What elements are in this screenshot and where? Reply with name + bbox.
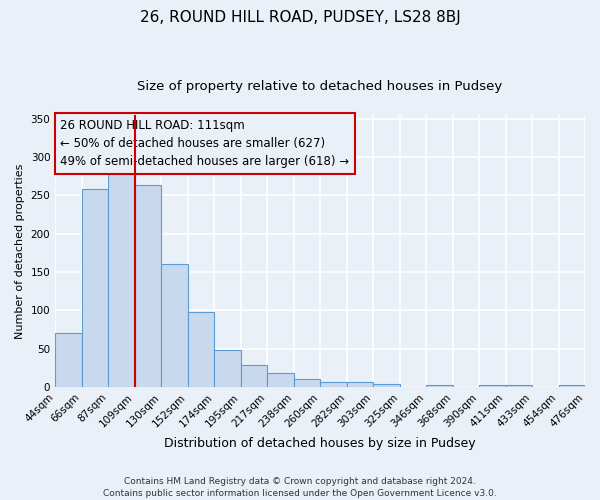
Text: 26, ROUND HILL ROAD, PUDSEY, LS28 8BJ: 26, ROUND HILL ROAD, PUDSEY, LS28 8BJ [140, 10, 460, 25]
Bar [426, 384, 452, 387]
Text: 26 ROUND HILL ROAD: 111sqm
← 50% of detached houses are smaller (627)
49% of sem: 26 ROUND HILL ROAD: 111sqm ← 50% of deta… [61, 119, 350, 168]
Bar [241, 366, 267, 387]
Bar [293, 380, 320, 387]
Bar [108, 162, 134, 387]
Bar [214, 350, 241, 387]
Bar [161, 264, 188, 387]
Bar [559, 386, 585, 387]
Bar [479, 386, 506, 387]
Bar [506, 386, 532, 387]
Bar [373, 384, 400, 387]
Bar [134, 186, 161, 387]
Bar [82, 188, 108, 387]
Bar [188, 312, 214, 387]
Title: Size of property relative to detached houses in Pudsey: Size of property relative to detached ho… [137, 80, 503, 93]
Bar [320, 382, 347, 387]
Text: Contains HM Land Registry data © Crown copyright and database right 2024.
Contai: Contains HM Land Registry data © Crown c… [103, 476, 497, 498]
Bar [55, 334, 82, 387]
X-axis label: Distribution of detached houses by size in Pudsey: Distribution of detached houses by size … [164, 437, 476, 450]
Y-axis label: Number of detached properties: Number of detached properties [15, 164, 25, 338]
Bar [267, 373, 293, 387]
Bar [347, 382, 373, 387]
